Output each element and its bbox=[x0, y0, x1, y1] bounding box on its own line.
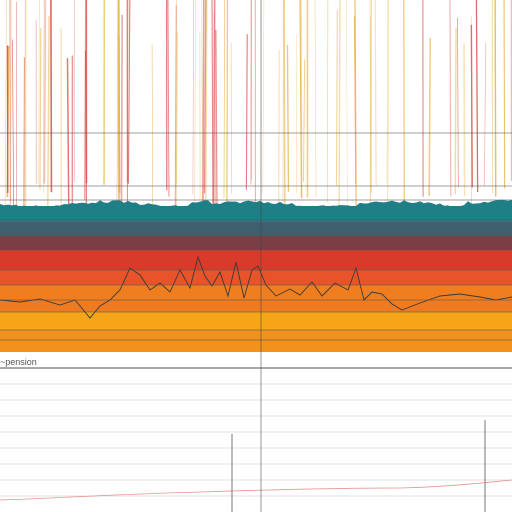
line-trace bbox=[0, 255, 512, 319]
streak bbox=[483, 42, 487, 186]
streak bbox=[66, 58, 70, 211]
streak bbox=[326, 0, 329, 203]
caption-text: ~pension bbox=[0, 357, 37, 367]
streak bbox=[387, 0, 390, 207]
color-band bbox=[0, 300, 512, 312]
streak bbox=[457, 17, 459, 188]
streak bbox=[503, 0, 506, 189]
streak bbox=[369, 0, 372, 206]
streak bbox=[463, 43, 466, 196]
streak bbox=[127, 0, 131, 184]
color-band bbox=[0, 330, 512, 352]
streak bbox=[39, 28, 42, 190]
streak bbox=[346, 0, 348, 218]
streak bbox=[475, 0, 479, 193]
streak bbox=[214, 12, 216, 212]
streak bbox=[50, 0, 53, 193]
streak bbox=[120, 14, 124, 220]
streak bbox=[314, 0, 317, 198]
vertical-streaks bbox=[4, 0, 512, 220]
streak bbox=[47, 15, 50, 220]
streak bbox=[202, 0, 205, 204]
streak bbox=[126, 0, 129, 217]
streak bbox=[374, 0, 377, 187]
streak bbox=[203, 0, 207, 194]
streak bbox=[174, 5, 177, 216]
color-band bbox=[0, 220, 512, 236]
streak bbox=[300, 0, 303, 199]
streak bbox=[353, 16, 357, 184]
streak bbox=[211, 0, 214, 212]
streak bbox=[335, 10, 338, 187]
color-band bbox=[0, 312, 512, 330]
streak bbox=[43, 0, 45, 194]
streak bbox=[194, 0, 197, 213]
color-band bbox=[0, 250, 512, 270]
horizontal-rules bbox=[0, 132, 512, 341]
streak bbox=[286, 45, 290, 192]
streak bbox=[223, 0, 226, 199]
lower-grid bbox=[0, 367, 512, 512]
streak bbox=[338, 0, 341, 217]
streak bbox=[23, 57, 25, 208]
color-band bbox=[0, 270, 512, 285]
streak bbox=[386, 0, 388, 183]
streak bbox=[116, 0, 119, 212]
faint-curve bbox=[0, 479, 512, 501]
streak bbox=[470, 24, 473, 188]
streak bbox=[428, 37, 432, 197]
streak bbox=[295, 34, 298, 194]
streak bbox=[494, 0, 497, 197]
streak bbox=[44, 0, 47, 184]
streak bbox=[245, 34, 248, 190]
streak bbox=[302, 59, 306, 182]
streak bbox=[204, 0, 208, 215]
streak bbox=[192, 0, 194, 195]
streak bbox=[151, 44, 153, 209]
streak bbox=[12, 39, 14, 209]
streak bbox=[38, 0, 40, 184]
streak bbox=[449, 0, 452, 197]
streak bbox=[83, 0, 87, 200]
streak bbox=[167, 0, 170, 197]
streak bbox=[283, 0, 286, 207]
teal-wave bbox=[0, 199, 512, 222]
streak bbox=[262, 0, 265, 195]
streak bbox=[85, 50, 87, 214]
color-band bbox=[0, 236, 512, 250]
streak bbox=[215, 29, 218, 216]
streak bbox=[454, 27, 457, 195]
streak bbox=[212, 0, 216, 207]
streak bbox=[4, 0, 7, 215]
